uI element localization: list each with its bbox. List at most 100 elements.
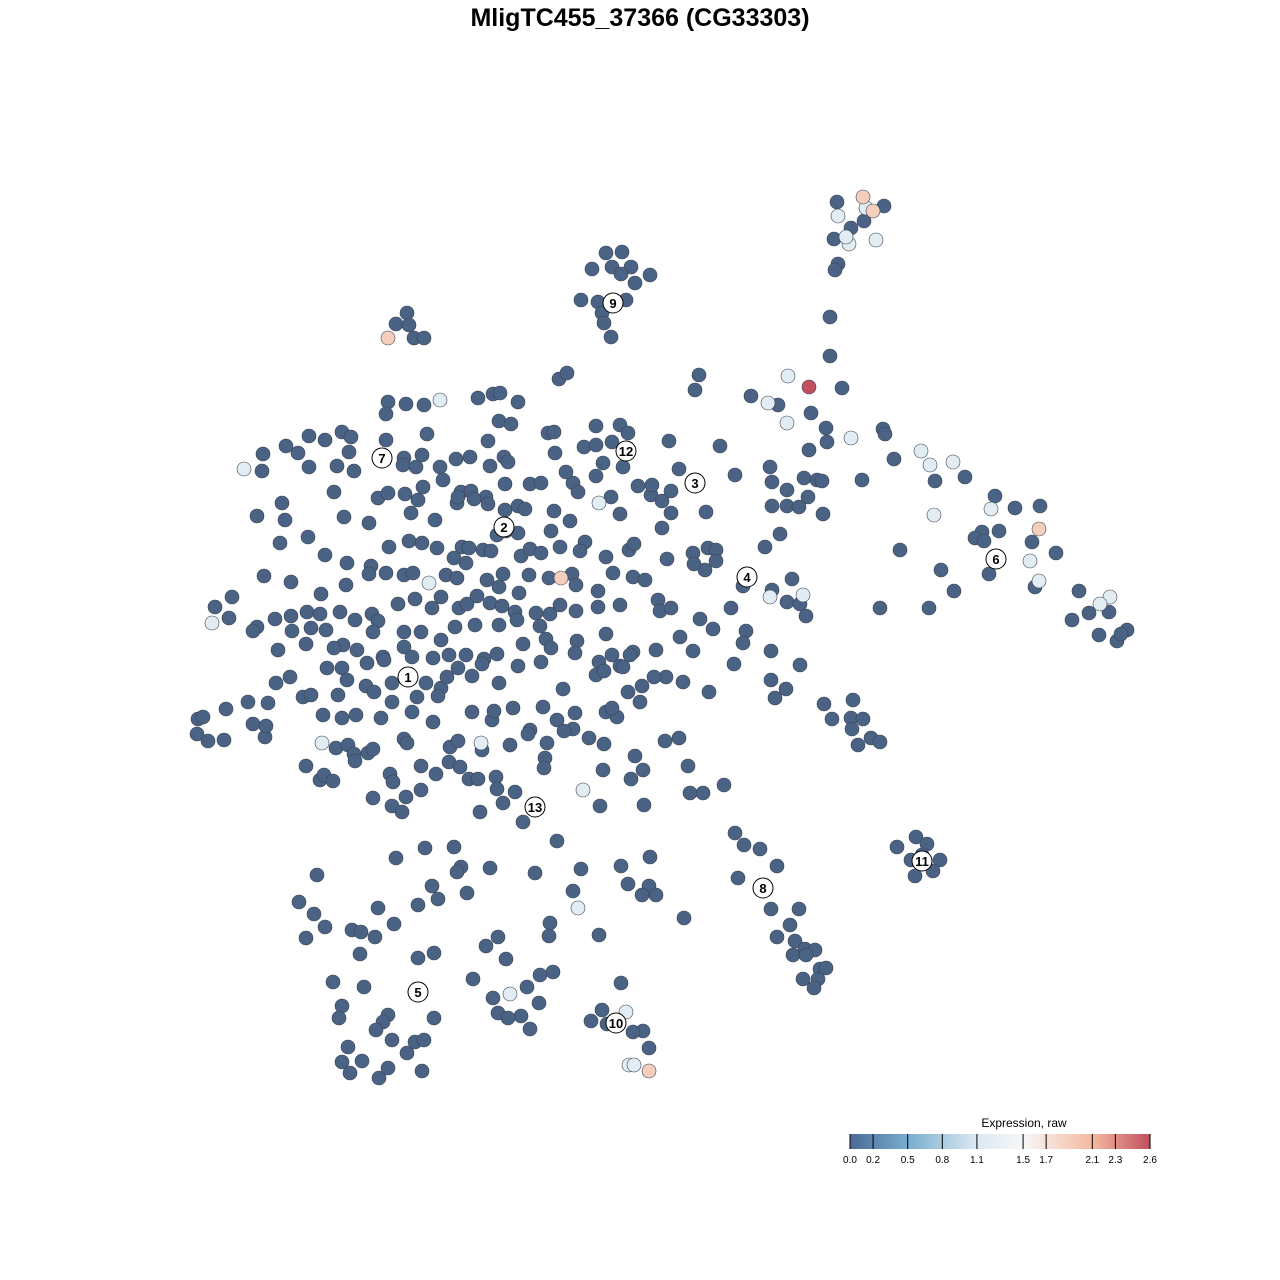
cell-point <box>510 394 526 410</box>
cell-point <box>549 833 565 849</box>
cell-point <box>312 606 328 622</box>
cell-point <box>277 512 293 528</box>
cell-point <box>1081 605 1097 621</box>
cell-point <box>513 1008 529 1024</box>
cell-point <box>368 1022 384 1038</box>
cell-point <box>371 1070 387 1086</box>
cell-point <box>591 927 607 943</box>
cell-point <box>634 678 650 694</box>
cell-point <box>778 681 794 697</box>
cell-point <box>855 711 871 727</box>
cluster-label-7: 7 <box>371 447 393 469</box>
cell-point <box>575 782 591 798</box>
cell-point <box>299 604 315 620</box>
cell-point <box>470 390 486 406</box>
cell-point <box>716 777 732 793</box>
cell-point <box>547 445 563 461</box>
cell-point <box>757 539 773 555</box>
cell-point <box>838 229 854 245</box>
cell-point <box>365 741 381 757</box>
cell-point <box>339 555 355 571</box>
cell-point <box>428 766 444 782</box>
cell-point <box>480 496 496 512</box>
cell-point <box>448 451 464 467</box>
cell-point <box>272 535 288 551</box>
cell-point <box>552 597 568 613</box>
cell-point <box>303 687 319 703</box>
cell-point <box>349 642 365 658</box>
cell-point <box>500 454 516 470</box>
cell-point <box>595 762 611 778</box>
cell-point <box>338 577 354 593</box>
cell-point <box>424 878 440 894</box>
cell-point <box>546 503 562 519</box>
cell-point <box>675 674 691 690</box>
cell-point <box>769 858 785 874</box>
cell-point <box>573 861 589 877</box>
cell-point <box>258 718 274 734</box>
cell-point <box>676 910 692 926</box>
cell-point <box>763 643 779 659</box>
cell-point <box>388 316 404 332</box>
cell-point <box>370 900 386 916</box>
cell-point <box>791 499 807 515</box>
cell-point <box>204 615 220 631</box>
cell-point <box>385 774 401 790</box>
cell-point <box>671 461 687 477</box>
cell-point <box>581 730 597 746</box>
cell-point <box>341 444 357 460</box>
points-layer <box>189 189 1135 1086</box>
cell-point <box>396 639 412 655</box>
cell-point <box>826 231 842 247</box>
cell-point <box>687 382 703 398</box>
cell-point <box>627 748 643 764</box>
cell-point <box>381 539 397 555</box>
cell-point <box>868 232 884 248</box>
cell-point <box>397 486 413 502</box>
cell-point <box>328 740 344 756</box>
cell-point <box>408 459 424 475</box>
cell-point <box>474 656 490 672</box>
cell-point <box>326 484 342 500</box>
cluster-label-text: 8 <box>759 881 766 896</box>
cluster-label-text: 11 <box>915 854 929 869</box>
cell-point <box>698 504 714 520</box>
cell-point <box>361 515 377 531</box>
cell-point <box>552 539 568 555</box>
cluster-label-text: 3 <box>691 476 698 491</box>
cell-point <box>465 971 481 987</box>
cell-point <box>347 612 363 628</box>
cell-point <box>553 570 569 586</box>
cell-point <box>491 617 507 633</box>
cell-point <box>830 208 846 224</box>
cell-point <box>300 529 316 545</box>
cell-point <box>772 526 788 542</box>
cell-point <box>200 733 216 749</box>
cell-point <box>283 574 299 590</box>
cell-point <box>432 392 448 408</box>
cell-point <box>596 663 612 679</box>
cell-point <box>319 660 335 676</box>
cell-point <box>542 915 558 931</box>
cell-point <box>1092 596 1108 612</box>
cell-point <box>555 681 571 697</box>
cell-point <box>727 825 743 841</box>
cell-point <box>336 509 352 525</box>
cell-point <box>482 860 498 876</box>
cell-point <box>872 734 888 750</box>
cell-point <box>620 684 636 700</box>
cell-point <box>390 596 406 612</box>
cluster-label-13: 13 <box>524 796 546 818</box>
colorbar-tick-label: 0.0 <box>843 1155 857 1166</box>
cell-point <box>426 1010 442 1026</box>
cell-point <box>427 512 443 528</box>
cell-point <box>844 721 860 737</box>
cell-point <box>520 726 536 742</box>
chart-title: MligTC455_37366 (CG33303) <box>470 4 810 32</box>
cell-point <box>414 447 430 463</box>
cell-point <box>399 735 415 751</box>
cell-point <box>625 569 641 585</box>
cell-point <box>503 416 519 432</box>
cell-point <box>535 699 551 715</box>
